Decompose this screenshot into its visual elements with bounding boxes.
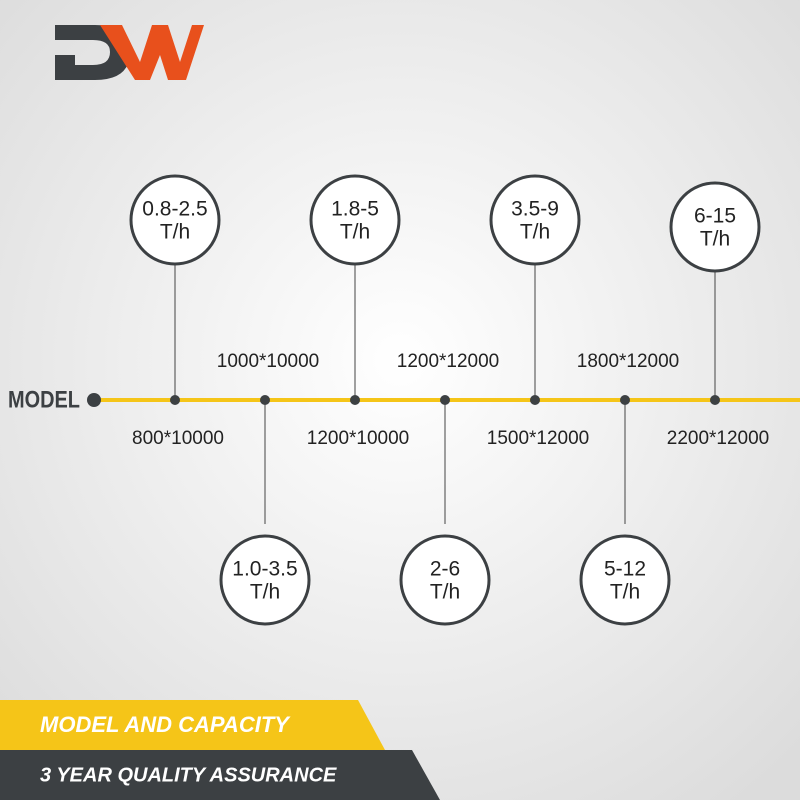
model: 2200*12000 bbox=[667, 428, 770, 449]
axis-label: MODEL bbox=[8, 386, 80, 413]
model: 1200*10000 bbox=[307, 428, 410, 449]
unit: T/h bbox=[160, 221, 190, 244]
banner-text: MODEL AND CAPACITY bbox=[40, 712, 291, 737]
model-dot bbox=[350, 395, 360, 405]
model: 1800*12000 bbox=[577, 351, 680, 372]
capacity-circle bbox=[669, 181, 761, 273]
model: 1200*12000 bbox=[397, 351, 500, 372]
banner-dark bbox=[0, 750, 440, 800]
model-dot bbox=[170, 395, 180, 405]
model: 1000*10000 bbox=[217, 351, 320, 372]
timeline-start bbox=[87, 393, 101, 407]
capacity-circle bbox=[399, 534, 491, 626]
model-dot bbox=[260, 395, 270, 405]
unit: T/h bbox=[610, 581, 640, 604]
unit: T/h bbox=[250, 581, 280, 604]
banners: MODEL AND CAPACITY 3 YEAR QUALITY ASSURA… bbox=[0, 700, 440, 800]
model: 1500*12000 bbox=[487, 428, 590, 449]
model-dot bbox=[710, 395, 720, 405]
capacity: 3.5-9 bbox=[511, 198, 559, 221]
model: 800*10000 bbox=[132, 428, 224, 449]
capacity: 1.0-3.5 bbox=[232, 558, 297, 581]
capacity-circle bbox=[579, 534, 671, 626]
unit: T/h bbox=[430, 581, 460, 604]
unit: T/h bbox=[700, 228, 730, 251]
capacity: 5-12 bbox=[604, 558, 646, 581]
model-dot bbox=[530, 395, 540, 405]
capacity-circle bbox=[489, 174, 581, 266]
capacity-circle bbox=[129, 174, 221, 266]
capacity: 0.8-2.5 bbox=[142, 198, 207, 221]
banner-yellow bbox=[0, 700, 385, 750]
unit: T/h bbox=[340, 221, 370, 244]
unit: T/h bbox=[520, 221, 550, 244]
banner-text: 3 YEAR QUALITY ASSURANCE bbox=[40, 764, 337, 786]
nodes: 0.8-2.5T/h800*100001.0-3.5T/h1000*100001… bbox=[129, 174, 770, 626]
capacity: 2-6 bbox=[430, 558, 460, 581]
model-dot bbox=[440, 395, 450, 405]
capacity-circle bbox=[309, 174, 401, 266]
capacity: 1.8-5 bbox=[331, 198, 379, 221]
capacity-circle bbox=[219, 534, 311, 626]
logo bbox=[55, 25, 204, 80]
model-dot bbox=[620, 395, 630, 405]
capacity: 6-15 bbox=[694, 205, 736, 228]
